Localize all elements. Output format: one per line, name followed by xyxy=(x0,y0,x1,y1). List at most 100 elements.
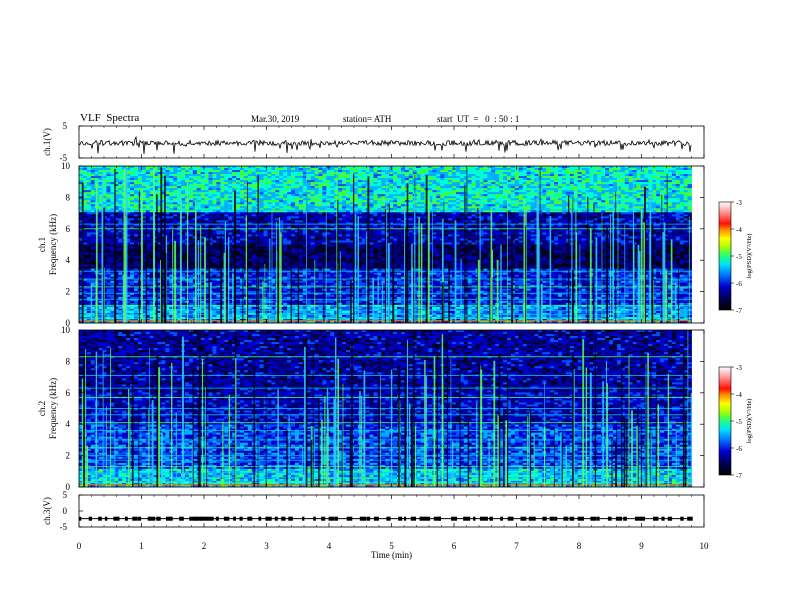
plot-area: 0 1 2 3 4 5 6 7 8 9 10Time (min)5-5ch.1(V)0246810c… xyxy=(0,0,792,612)
ch3-pulse xyxy=(224,517,229,521)
ch3-pulse xyxy=(288,517,293,521)
ch3-pulse xyxy=(166,517,173,521)
ch1-spec-channel-label: ch.1 xyxy=(37,237,47,252)
ch3-pulse xyxy=(473,517,475,521)
ch3-pulse xyxy=(265,517,271,521)
ch1-spec-y-axis-label: Frequency (kHz) xyxy=(48,214,58,275)
ch3-pulse xyxy=(616,517,622,521)
ch1-spec-colorbar-label: log(PSD)(V²/Hz) xyxy=(746,234,753,279)
ch3-pulse xyxy=(386,517,390,521)
ch1-spec-colorbar-tick: -5 xyxy=(736,253,742,261)
ch2-spectrogram-cells xyxy=(79,330,692,487)
ch3-pulse xyxy=(578,517,584,521)
ch3-y-tick-label: 5 xyxy=(63,490,68,500)
ch3-pulse xyxy=(79,517,81,521)
ch2-spec-y-tick-label: 6 xyxy=(66,388,71,398)
x-tick-label: 2 xyxy=(202,541,207,551)
ch3-pulse xyxy=(555,517,557,521)
ch2-spec-colorbar-tick: -6 xyxy=(736,445,742,453)
ch2-spec-y-axis-label: Frequency (kHz) xyxy=(48,378,58,439)
ch3-pulse xyxy=(98,517,102,521)
ch3-pulse xyxy=(590,517,596,521)
ch3-pulse xyxy=(258,517,261,521)
ch3-pulse xyxy=(313,517,316,521)
ch3-pulse xyxy=(463,517,470,521)
ch2-spec-y-tick-label: 2 xyxy=(66,451,71,461)
ch1-y-axis-label: ch.1(V) xyxy=(42,128,52,156)
ch3-pulse xyxy=(597,517,600,521)
ch2-spec-colorbar-tick: -4 xyxy=(736,391,742,399)
vlf-spectra-figure: VLF Spectra Mar.30, 2019 station= ATH st… xyxy=(0,0,792,612)
ch3-pulse xyxy=(216,517,219,521)
ch3-pulse xyxy=(138,517,141,521)
ch3-pulse xyxy=(201,517,208,521)
ch3-y-tick-label: -5 xyxy=(60,522,68,532)
ch3-pulse xyxy=(113,517,119,521)
ch3-pulse xyxy=(451,517,457,521)
ch1-spec-y-tick-label: 2 xyxy=(66,287,71,297)
ch1-spec-colorbar-tick: -4 xyxy=(736,226,742,234)
ch3-y-tick-label: 0 xyxy=(63,506,68,516)
x-tick-label: 10 xyxy=(700,541,710,551)
ch3-pulse xyxy=(608,517,612,521)
ch3-pulse xyxy=(635,517,642,521)
ch1-waveform-line xyxy=(79,137,691,154)
ch2-spec-colorbar-tick: -7 xyxy=(736,472,742,480)
x-tick-label: 0 xyxy=(77,541,82,551)
x-tick-label: 3 xyxy=(264,541,269,551)
ch3-pulse xyxy=(480,517,488,521)
ch3-pulse xyxy=(563,517,568,521)
x-tick-label: 6 xyxy=(452,541,457,551)
ch3-pulse xyxy=(420,517,427,521)
ch3-pulse xyxy=(247,517,252,521)
ch1-spec-colorbar-tick: -3 xyxy=(736,199,742,207)
x-tick-label: 7 xyxy=(514,541,519,551)
ch3-pulse xyxy=(550,517,555,521)
ch3-pulse xyxy=(347,517,353,521)
ch1-spec-colorbar-tick: -7 xyxy=(736,307,742,315)
ch3-pulse xyxy=(508,517,514,521)
ch3-pulse xyxy=(240,517,243,521)
ch1-y-tick-label: 5 xyxy=(63,121,68,131)
ch2-spec-y-tick-label: 4 xyxy=(66,419,71,429)
ch3-pulse xyxy=(404,517,406,521)
ch3-pulse xyxy=(334,517,338,521)
ch2-spec-y-tick-label: 8 xyxy=(66,356,71,366)
ch3-pulses-frame xyxy=(79,495,704,527)
ch1-spec-y-tick-label: 8 xyxy=(66,192,71,202)
x-tick-label: 8 xyxy=(577,541,582,551)
ch2-spec-colorbar-label: log(PSD)(V²/Hz) xyxy=(746,399,753,444)
ch3-pulse xyxy=(302,517,304,521)
ch3-pulse xyxy=(281,517,285,521)
x-tick-label: 9 xyxy=(639,541,644,551)
x-tick-label: 4 xyxy=(327,541,332,551)
ch3-y-axis-label: ch.3(V) xyxy=(42,497,52,525)
ch3-pulse xyxy=(367,517,371,521)
ch3-pulse xyxy=(360,517,366,521)
ch3-pulse xyxy=(668,517,672,521)
ch1-spectrogram-cells xyxy=(79,166,692,323)
ch3-pulse xyxy=(542,517,546,521)
ch3-pulse xyxy=(321,517,325,521)
ch3-pulse xyxy=(570,517,575,521)
ch2-spec-colorbar-tick: -5 xyxy=(736,418,742,426)
ch3-pulse xyxy=(275,517,278,521)
ch3-pulse xyxy=(529,517,536,521)
ch3-pulse xyxy=(398,517,402,521)
ch3-pulse xyxy=(105,517,107,521)
ch3-pulse xyxy=(89,517,92,521)
ch2-spec-colorbar xyxy=(719,367,731,475)
ch3-pulse xyxy=(623,517,627,521)
ch3-pulse xyxy=(156,517,161,521)
ch3-pulse xyxy=(207,517,213,521)
ch3-pulse xyxy=(687,517,693,521)
ch3-pulse xyxy=(439,517,441,521)
ch1-spec-colorbar xyxy=(719,202,731,310)
ch3-pulse xyxy=(426,517,430,521)
ch2-spec-colorbar-tick: -3 xyxy=(736,364,742,372)
ch3-pulse xyxy=(132,517,137,521)
ch3-pulse xyxy=(411,517,416,521)
ch3-pulse xyxy=(641,517,645,521)
ch3-pulse xyxy=(374,517,379,521)
ch1-spec-y-tick-label: 6 xyxy=(66,224,71,234)
